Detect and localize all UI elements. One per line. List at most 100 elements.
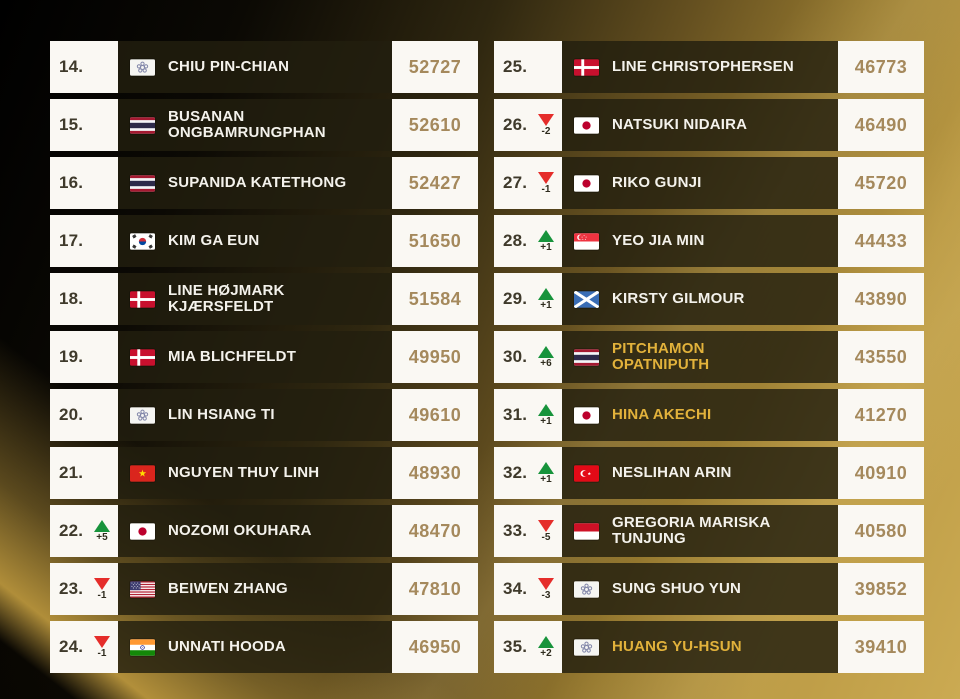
points-box: 43890	[838, 273, 924, 325]
player-name: NESLIHAN ARIN	[612, 464, 732, 481]
arrow-up-icon	[538, 635, 554, 648]
flag-tha-icon	[574, 348, 599, 366]
flag-tpe-icon	[574, 580, 599, 598]
points-value: 39410	[854, 636, 908, 657]
ranking-row: 30. +6 PITCHAMON OPATNIPUTH 43550	[494, 331, 924, 383]
ranking-row: 24. -1 UNNATI HOODA 46950	[50, 621, 478, 673]
ranking-row: 34. -3 SUNG SHUO YUN 39852	[494, 563, 924, 615]
rank-label: 15.	[59, 115, 84, 134]
flag-sco-icon	[574, 290, 599, 308]
player-name: HINA AKECHI	[612, 406, 712, 423]
ranking-column-right: 25. LINE CHRISTOPHERSEN 46773 26. -2 NAT…	[494, 41, 924, 673]
player-bar: CHIU PIN-CHIAN	[118, 41, 392, 93]
rank-change-value: +2	[540, 647, 552, 659]
points-box: 40910	[838, 447, 924, 499]
player-bar: NOZOMI OKUHARA	[118, 505, 392, 557]
arrow-down-icon	[94, 635, 110, 648]
player-bar: LIN HSIANG TI	[118, 389, 392, 441]
ranking-row: 22. +5 NOZOMI OKUHARA 48470	[50, 505, 478, 557]
arrow-up-icon	[538, 345, 554, 358]
points-box: 48470	[392, 505, 478, 557]
rank-change: -3	[534, 577, 558, 601]
player-name: GREGORIA MARISKA TUNJUNG	[612, 514, 771, 547]
rank-change: +6	[534, 345, 558, 369]
flag-tpe-icon	[130, 406, 155, 424]
points-value: 48930	[408, 462, 462, 483]
rank-change: +1	[534, 461, 558, 485]
player-bar: HUANG YU-HSUN	[562, 621, 838, 673]
points-value: 40580	[854, 520, 908, 541]
flag-sgp-icon	[574, 232, 599, 250]
player-name: YEO JIA MIN	[612, 232, 705, 249]
points-box: 51584	[392, 273, 478, 325]
rank-change-value: -1	[97, 589, 107, 601]
flag-tpe-icon	[574, 638, 599, 656]
rank-label: 16.	[59, 173, 84, 192]
points-value: 44433	[854, 230, 908, 251]
player-name: CHIU PIN-CHIAN	[168, 58, 290, 75]
points-value: 46490	[854, 114, 908, 135]
rank-label: 32.	[503, 463, 528, 482]
ranking-row: 35. +2 HUANG YU-HSUN 39410	[494, 621, 924, 673]
rank-box: 35. +2	[494, 621, 562, 673]
rank-box: 14.	[50, 41, 118, 93]
flag-den-icon	[130, 290, 155, 308]
points-box: 39410	[838, 621, 924, 673]
rank-box: 23. -1	[50, 563, 118, 615]
rank-box: 16.	[50, 157, 118, 209]
rank-change-value: +1	[540, 299, 552, 311]
ranking-board: 14. CHIU PIN-CHIAN 52727 15. BUSANAN ONG…	[50, 41, 924, 673]
flag-den-icon	[130, 348, 155, 366]
arrow-down-icon	[538, 171, 554, 184]
ranking-row: 25. LINE CHRISTOPHERSEN 46773	[494, 41, 924, 93]
points-box: 40580	[838, 505, 924, 557]
flag-vie-icon	[130, 464, 155, 482]
points-value: 40910	[854, 462, 908, 483]
rank-label: 18.	[59, 289, 84, 308]
player-bar: KIM GA EUN	[118, 215, 392, 267]
player-bar: MIA BLICHFELDT	[118, 331, 392, 383]
points-value: 43550	[854, 346, 908, 367]
points-box: 45720	[838, 157, 924, 209]
flag-idn-icon	[574, 522, 599, 540]
points-box: 49610	[392, 389, 478, 441]
rank-label: 30.	[503, 347, 528, 366]
rank-change: -1	[534, 171, 558, 195]
points-value: 41270	[854, 404, 908, 425]
rank-label: 27.	[503, 173, 528, 192]
arrow-up-icon	[538, 287, 554, 300]
player-bar: NESLIHAN ARIN	[562, 447, 838, 499]
rank-box: 17.	[50, 215, 118, 267]
player-bar: YEO JIA MIN	[562, 215, 838, 267]
arrow-up-icon	[538, 403, 554, 416]
rank-box: 26. -2	[494, 99, 562, 151]
rank-box: 34. -3	[494, 563, 562, 615]
rank-box: 15.	[50, 99, 118, 151]
rank-box: 30. +6	[494, 331, 562, 383]
ranking-row: 26. -2 NATSUKI NIDAIRA 46490	[494, 99, 924, 151]
rank-label: 31.	[503, 405, 528, 424]
rank-change-value: +5	[96, 531, 108, 543]
player-name: SUNG SHUO YUN	[612, 580, 742, 597]
flag-den-icon	[574, 58, 599, 76]
rank-change: -1	[90, 577, 114, 601]
points-box: 52727	[392, 41, 478, 93]
rank-change: +2	[534, 635, 558, 659]
player-name: LIN HSIANG TI	[168, 406, 275, 423]
flag-tpe-icon	[130, 58, 155, 76]
rank-change: +1	[534, 403, 558, 427]
rank-label: 19.	[59, 347, 84, 366]
player-name: NGUYEN THUY LINH	[168, 464, 320, 481]
player-name: PITCHAMON OPATNIPUTH	[612, 340, 710, 373]
points-value: 43890	[854, 288, 908, 309]
player-bar: KIRSTY GILMOUR	[562, 273, 838, 325]
ranking-row: 29. +1 KIRSTY GILMOUR 43890	[494, 273, 924, 325]
flag-jpn-icon	[574, 406, 599, 424]
rank-change: +5	[90, 519, 114, 543]
rank-label: 26.	[503, 115, 528, 134]
flag-tur-icon	[574, 464, 599, 482]
points-value: 48470	[408, 520, 462, 541]
ranking-row: 16. SUPANIDA KATETHONG 52427	[50, 157, 478, 209]
player-name: LINE CHRISTOPHERSEN	[612, 58, 794, 75]
player-bar: SUNG SHUO YUN	[562, 563, 838, 615]
